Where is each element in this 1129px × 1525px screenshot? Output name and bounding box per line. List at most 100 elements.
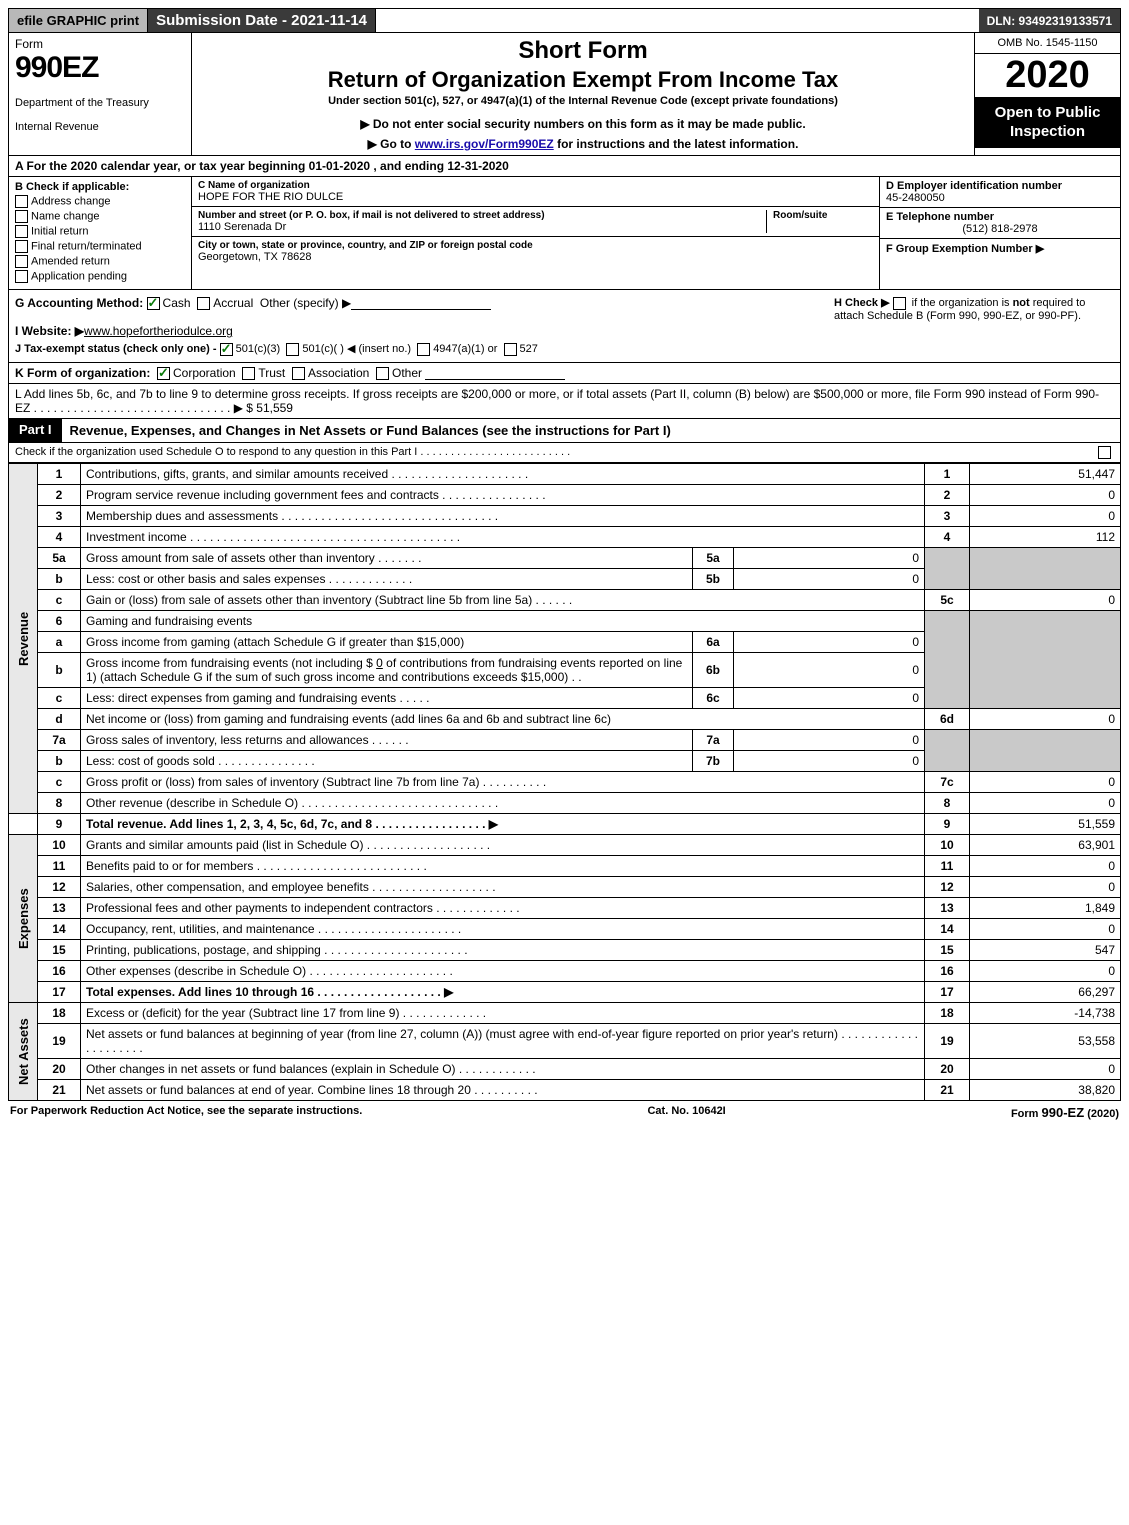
table-row: 3Membership dues and assessments . . . .… — [9, 506, 1121, 527]
col-def: D Employer identification number 45-2480… — [879, 177, 1120, 289]
city-state-zip: Georgetown, TX 78628 — [198, 251, 539, 263]
footer-right: Form 990-EZ (2020) — [1011, 1105, 1119, 1120]
omb-number: OMB No. 1545-1150 — [975, 33, 1120, 54]
row-i: I Website: ▶www.hopefortheriodulce.org — [15, 324, 826, 338]
line15-value: 547 — [970, 940, 1121, 961]
footer-center: Cat. No. 10642I — [647, 1105, 725, 1120]
table-row: dNet income or (loss) from gaming and fu… — [9, 709, 1121, 730]
group-exemption-cell: F Group Exemption Number ▶ — [880, 239, 1120, 258]
chk-final-return[interactable]: Final return/terminated — [15, 240, 185, 253]
header-left: Form 990EZ Department of the Treasury In… — [9, 33, 192, 155]
col-b-checkboxes: B Check if applicable: Address change Na… — [9, 177, 192, 289]
netassets-section-label: Net Assets — [9, 1003, 38, 1101]
row-h: H Check ▶ if the organization is not req… — [826, 296, 1114, 356]
chk-corporation[interactable] — [157, 367, 170, 380]
line7a-value: 0 — [734, 730, 925, 751]
footer-left: For Paperwork Reduction Act Notice, see … — [10, 1105, 362, 1120]
form-header: Form 990EZ Department of the Treasury In… — [8, 33, 1121, 156]
table-row: 8Other revenue (describe in Schedule O) … — [9, 793, 1121, 814]
internal-revenue: Internal Revenue — [15, 121, 185, 133]
table-row: Revenue 1 Contributions, gifts, grants, … — [9, 464, 1121, 485]
chk-trust[interactable] — [242, 367, 255, 380]
header-center: Short Form Return of Organization Exempt… — [192, 33, 974, 155]
line8-value: 0 — [970, 793, 1121, 814]
department-treasury: Department of the Treasury — [15, 97, 185, 109]
row-g: G Accounting Method: Cash Accrual Other … — [15, 296, 826, 310]
form-label: Form — [15, 37, 185, 51]
website-value[interactable]: www.hopefortheriodulce.org — [84, 324, 233, 338]
chk-4947[interactable] — [417, 343, 430, 356]
row-j: J Tax-exempt status (check only one) - 5… — [15, 342, 826, 356]
line2-value: 0 — [970, 485, 1121, 506]
table-row: 16Other expenses (describe in Schedule O… — [9, 961, 1121, 982]
chk-527[interactable] — [504, 343, 517, 356]
line5b-value: 0 — [734, 569, 925, 590]
row-k: K Form of organization: Corporation Trus… — [8, 363, 1121, 384]
line6c-value: 0 — [734, 688, 925, 709]
header-right: OMB No. 1545-1150 2020 Open to Public In… — [974, 33, 1120, 155]
chk-name-change[interactable]: Name change — [15, 210, 185, 223]
lines-table: Revenue 1 Contributions, gifts, grants, … — [8, 463, 1121, 1101]
chk-schedule-o[interactable] — [1098, 446, 1111, 459]
expenses-section-label: Expenses — [9, 835, 38, 1003]
table-row: 4Investment income . . . . . . . . . . .… — [9, 527, 1121, 548]
line5c-value: 0 — [970, 590, 1121, 611]
table-row: 5aGross amount from sale of assets other… — [9, 548, 1121, 569]
line6a-value: 0 — [734, 632, 925, 653]
chk-association[interactable] — [292, 367, 305, 380]
phone-value: (512) 818-2978 — [886, 223, 1114, 235]
line12-value: 0 — [970, 877, 1121, 898]
row-ghij: G Accounting Method: Cash Accrual Other … — [8, 290, 1121, 363]
org-name-cell: C Name of organization HOPE FOR THE RIO … — [192, 177, 879, 207]
chk-cash[interactable] — [147, 297, 160, 310]
chk-not-required[interactable] — [893, 297, 906, 310]
col-c: C Name of organization HOPE FOR THE RIO … — [192, 177, 879, 289]
line19-value: 53,558 — [970, 1024, 1121, 1059]
table-row: 20Other changes in net assets or fund ba… — [9, 1059, 1121, 1080]
revenue-section-label: Revenue — [9, 464, 38, 814]
goto-line: ▶ Go to www.irs.gov/Form990EZ for instru… — [198, 137, 968, 151]
other-org-input[interactable] — [425, 379, 565, 380]
info-grid: B Check if applicable: Address change Na… — [8, 177, 1121, 290]
street-cell: Number and street (or P. O. box, if mail… — [192, 207, 879, 237]
line7c-value: 0 — [970, 772, 1121, 793]
dln: DLN: 93492319133571 — [979, 9, 1120, 32]
partI-check-line: Check if the organization used Schedule … — [8, 443, 1121, 463]
footer: For Paperwork Reduction Act Notice, see … — [8, 1101, 1121, 1120]
open-public-inspection: Open to Public Inspection — [975, 98, 1120, 148]
chk-amended-return[interactable]: Amended return — [15, 255, 185, 268]
table-row: Expenses 10Grants and similar amounts pa… — [9, 835, 1121, 856]
row-a-period: A For the 2020 calendar year, or tax yea… — [8, 156, 1121, 177]
line7b-value: 0 — [734, 751, 925, 772]
street-address: 1110 Serenada Dr — [198, 221, 766, 233]
line6d-value: 0 — [970, 709, 1121, 730]
ein-cell: D Employer identification number 45-2480… — [880, 177, 1120, 208]
line1-value: 51,447 — [970, 464, 1121, 485]
table-row: 6Gaming and fundraising events — [9, 611, 1121, 632]
chk-501c[interactable] — [286, 343, 299, 356]
chk-accrual[interactable] — [197, 297, 210, 310]
chk-501c3[interactable] — [220, 343, 233, 356]
chk-address-change[interactable]: Address change — [15, 195, 185, 208]
top-bar: efile GRAPHIC print Submission Date - 20… — [8, 8, 1121, 33]
chk-initial-return[interactable]: Initial return — [15, 225, 185, 238]
partI-header: Part I Revenue, Expenses, and Changes in… — [8, 419, 1121, 443]
table-row: 9Total revenue. Add lines 1, 2, 3, 4, 5c… — [9, 814, 1121, 835]
line20-value: 0 — [970, 1059, 1121, 1080]
table-row: 11Benefits paid to or for members . . . … — [9, 856, 1121, 877]
row-l: L Add lines 5b, 6c, and 7b to line 9 to … — [8, 384, 1121, 419]
line9-value: 51,559 — [970, 814, 1121, 835]
chk-application-pending[interactable]: Application pending — [15, 270, 185, 283]
short-form-title: Short Form — [198, 37, 968, 65]
line11-value: 0 — [970, 856, 1121, 877]
org-name: HOPE FOR THE RIO DULCE — [198, 191, 343, 203]
city-cell: City or town, state or province, country… — [192, 237, 879, 266]
chk-other-org[interactable] — [376, 367, 389, 380]
line17-value: 66,297 — [970, 982, 1121, 1003]
line10-value: 63,901 — [970, 835, 1121, 856]
irs-link[interactable]: www.irs.gov/Form990EZ — [415, 137, 554, 151]
table-row: cGain or (loss) from sale of assets othe… — [9, 590, 1121, 611]
table-row: 14Occupancy, rent, utilities, and mainte… — [9, 919, 1121, 940]
other-method-input[interactable] — [351, 309, 491, 310]
efile-print[interactable]: efile GRAPHIC print — [9, 9, 148, 32]
